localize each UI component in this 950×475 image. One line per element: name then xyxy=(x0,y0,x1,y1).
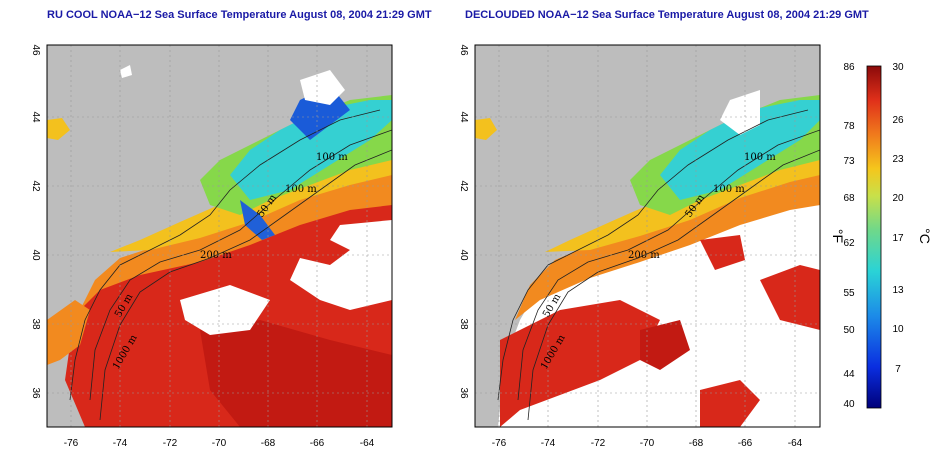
fahrenheit-tick: 50 xyxy=(843,325,855,336)
lon-tick-label: -76 xyxy=(492,438,507,449)
lat-tick-label: 46 xyxy=(30,44,41,56)
lat-tick-label: 40 xyxy=(458,249,469,261)
lon-tick-label: -64 xyxy=(360,438,375,449)
warm-water xyxy=(500,300,660,427)
lon-tick-label: -74 xyxy=(113,438,128,449)
celsius-unit-label: °C xyxy=(917,228,933,244)
cloud-masked xyxy=(720,90,760,135)
lat-tick-label: 38 xyxy=(30,318,41,330)
celsius-tick: 26 xyxy=(892,115,904,126)
lon-tick-label: -66 xyxy=(738,438,753,449)
celsius-tick: 23 xyxy=(892,154,904,165)
lat-tick-label: 36 xyxy=(458,387,469,399)
lat-tick-label: 40 xyxy=(30,249,41,261)
contour-label: 200 m xyxy=(628,250,660,261)
lon-tick-label: -68 xyxy=(261,438,276,449)
fahrenheit-unit-label: °F xyxy=(830,229,846,243)
contour-label: 100 m xyxy=(285,184,317,195)
lat-tick-label: 42 xyxy=(458,180,469,192)
fahrenheit-tick: 73 xyxy=(843,156,855,167)
celsius-tick: 7 xyxy=(895,364,901,375)
colorbar-gradient xyxy=(866,65,882,409)
contour-label: 100 m xyxy=(744,152,776,163)
contour-label: 100 m xyxy=(713,184,745,195)
nantucket-shoals-cold xyxy=(240,200,275,240)
fahrenheit-tick: 55 xyxy=(843,288,855,299)
bathymetry-contour xyxy=(517,129,820,401)
bathymetry-contour xyxy=(527,149,820,421)
lon-tick-label: -70 xyxy=(640,438,655,449)
lon-tick-label: -68 xyxy=(689,438,704,449)
warm-water xyxy=(700,235,745,270)
fahrenheit-tick: 78 xyxy=(843,121,855,132)
fahrenheit-tick: 44 xyxy=(843,369,855,380)
bathymetry-contour xyxy=(99,149,392,421)
lon-tick-label: -70 xyxy=(212,438,227,449)
hot-water xyxy=(200,320,392,427)
celsius-tick: 10 xyxy=(892,324,904,335)
lon-tick-label: -76 xyxy=(64,438,79,449)
lat-tick-label: 36 xyxy=(30,387,41,399)
fahrenheit-tick: 62 xyxy=(843,238,855,249)
panel-right-title: DECLOUDED NOAA−12 Sea Surface Temperatur… xyxy=(465,9,869,21)
temperature-colorbar: 86 78 73 68 62 55 50 44 40 30 26 23 20 1… xyxy=(830,62,933,410)
cloud xyxy=(120,65,132,78)
bathymetry-contour xyxy=(69,109,381,401)
map-frame-right xyxy=(474,44,821,428)
lat-tick-label: 38 xyxy=(458,318,469,330)
bay-water xyxy=(47,118,70,140)
cloud xyxy=(180,285,270,335)
axes-left: -76 -74 -72 -70 -68 -66 -64 46 44 42 40 … xyxy=(30,44,375,449)
contour-label: 200 m xyxy=(200,250,232,261)
map-panel-left: 100 m 100 m 50 m 200 m 50 m 1000 m xyxy=(47,45,392,427)
warm-water xyxy=(760,265,820,330)
celsius-tick: 13 xyxy=(892,285,904,296)
cloud xyxy=(290,220,392,310)
cool-water-cyan xyxy=(660,100,820,200)
lat-tick-label: 46 xyxy=(458,44,469,56)
lat-tick-label: 42 xyxy=(30,180,41,192)
map-panel-right: 100 m 100 m 50 m 200 m 50 m 1000 m xyxy=(475,45,820,427)
hot-water xyxy=(640,320,690,370)
fahrenheit-tick: 40 xyxy=(843,399,855,410)
bay-water xyxy=(475,118,497,140)
cool-water-cyan xyxy=(230,100,392,200)
lat-tick-label: 44 xyxy=(30,111,41,123)
celsius-tick: 30 xyxy=(892,62,904,73)
lat-tick-label: 44 xyxy=(458,111,469,123)
cloud xyxy=(300,70,345,105)
graticule xyxy=(47,45,392,427)
contour-label: 100 m xyxy=(316,152,348,163)
bathymetry-contour xyxy=(89,129,392,401)
panel-left-title: RU COOL NOAA−12 Sea Surface Temperature … xyxy=(47,9,432,21)
celsius-tick: 17 xyxy=(892,233,904,244)
axes-right: -76 -74 -72 -70 -68 -66 -64 46 44 42 40 … xyxy=(458,44,803,449)
lon-tick-label: -72 xyxy=(163,438,178,449)
celsius-tick: 20 xyxy=(892,193,904,204)
lon-tick-label: -64 xyxy=(788,438,803,449)
chesapeake-water xyxy=(47,300,90,365)
bathymetry-contour xyxy=(497,109,809,401)
fahrenheit-tick: 86 xyxy=(843,62,855,73)
map-frame-left xyxy=(46,44,393,428)
graticule xyxy=(475,45,820,427)
lon-tick-label: -74 xyxy=(541,438,556,449)
lon-tick-label: -72 xyxy=(591,438,606,449)
fahrenheit-tick: 68 xyxy=(843,193,855,204)
lon-tick-label: -66 xyxy=(310,438,325,449)
